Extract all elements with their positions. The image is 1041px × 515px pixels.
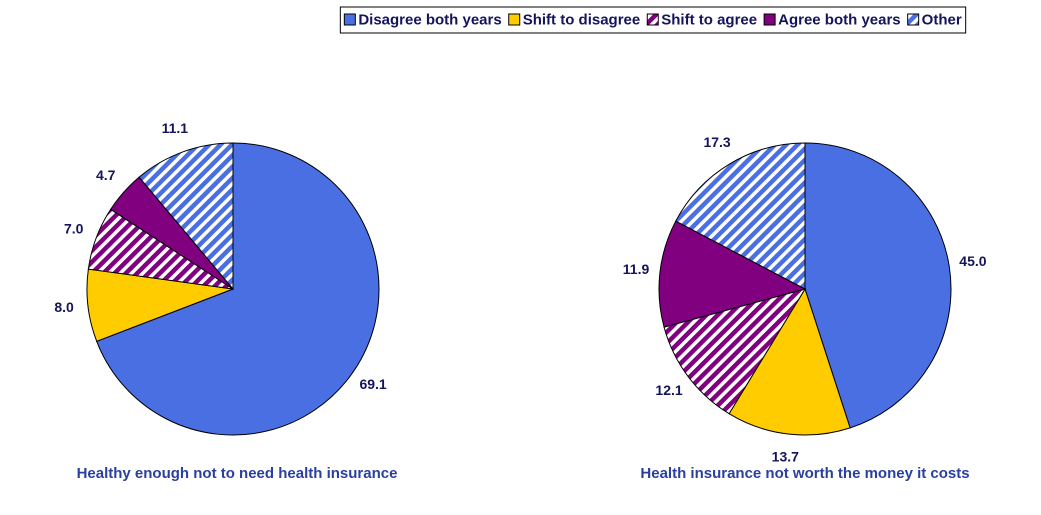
pie-slice [728,287,851,436]
data-label: 8.0 [54,299,74,315]
data-label: 13.7 [772,449,799,465]
pie-slice [663,288,807,415]
legend-label: Other [922,11,962,28]
pie-slice [804,142,952,429]
data-label: 7.0 [64,220,84,236]
pie-slice [96,142,380,436]
legend-label: Agree both years [778,11,901,28]
legend-swatch [763,13,776,26]
pie-slice [675,142,806,290]
legend-swatch [508,13,521,26]
chart-title: Healthy enough not to need health insura… [77,465,398,482]
data-label: 17.3 [703,134,730,150]
legend-label: Shift to agree [661,11,757,28]
data-label: 4.7 [96,167,116,183]
legend-label: Shift to disagree [523,11,641,28]
pie-slice [138,142,234,291]
data-label: 69.1 [359,376,386,392]
data-label: 12.1 [655,382,682,398]
legend-swatch [646,13,659,26]
chart-title: Health insurance not worth the money it … [640,465,969,482]
data-label: 11.9 [623,261,650,277]
data-label: 11.1 [162,120,189,136]
legend-label: Disagree both years [358,11,501,28]
legend-swatch [343,13,356,26]
data-label: 45.0 [959,253,986,269]
pie-slice [658,220,807,328]
legend-swatch [907,13,920,26]
